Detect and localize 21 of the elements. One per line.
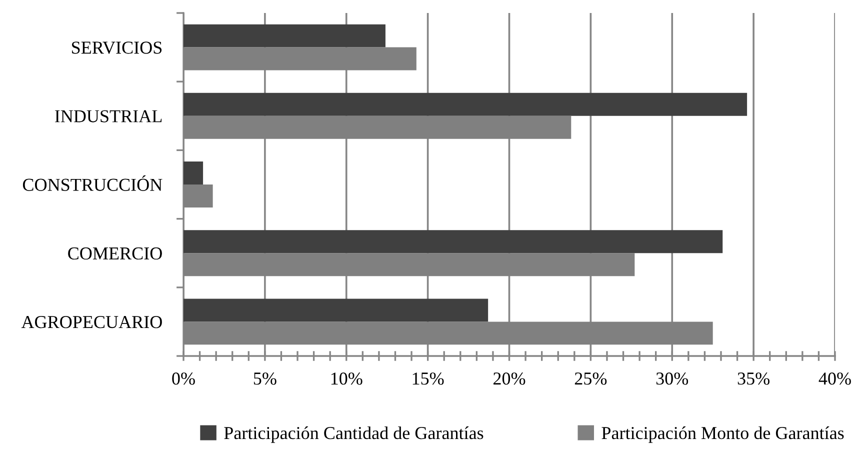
x-tick-label: 15% <box>412 372 444 385</box>
x-tick-label: 0% <box>172 372 195 385</box>
legend-label: Participación Cantidad de Garantías <box>224 426 484 443</box>
x-tick-label: 40% <box>818 372 851 385</box>
bar <box>184 92 748 116</box>
y-tick-label: COMERCIO <box>68 247 162 260</box>
x-tick-label: 25% <box>574 372 607 385</box>
x-tick-label: 35% <box>738 372 770 385</box>
bar <box>184 162 204 184</box>
bar <box>184 24 386 48</box>
bar <box>184 230 723 254</box>
y-tick-label: CONSTRUCCIÓN <box>22 175 162 191</box>
x-tick-label: 30% <box>656 372 688 385</box>
bar <box>184 298 488 322</box>
y-tick-label: AGROPECUARIO <box>21 316 162 328</box>
legend-label: Participación Monto de Garantías <box>602 426 844 443</box>
x-tick-label: 10% <box>331 372 362 385</box>
x-tick-label: 20% <box>493 372 526 385</box>
x-tick-label: 5% <box>254 372 276 385</box>
y-tick-label: SERVICIOS <box>72 42 162 54</box>
y-tick-label: INDUSTRIAL <box>54 110 162 122</box>
